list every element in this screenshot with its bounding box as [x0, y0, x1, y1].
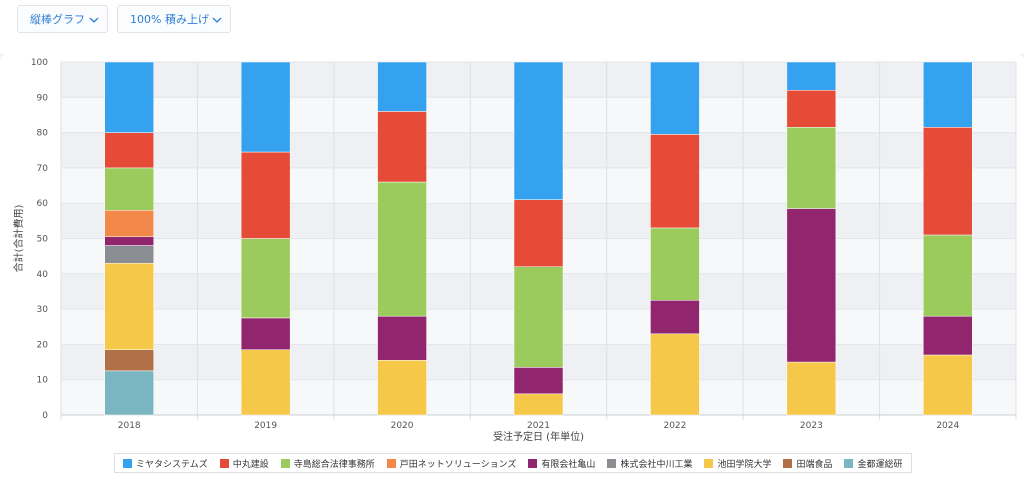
legend-item[interactable]: 株式会社中川工業 — [607, 457, 692, 470]
x-tick-label: 2022 — [663, 421, 686, 431]
bar-segment[interactable] — [923, 61, 973, 128]
legend-item[interactable]: 戸田ネットソリューションズ — [386, 457, 517, 470]
bar-segment[interactable] — [104, 245, 154, 264]
bar-segment[interactable] — [786, 361, 837, 416]
bar-segment[interactable] — [650, 227, 700, 301]
legend-swatch — [704, 458, 714, 468]
bar-segment[interactable] — [104, 370, 154, 416]
y-axis-title: 合計(合計費用) — [12, 205, 25, 273]
legend-item[interactable]: 田端食品 — [783, 457, 832, 470]
bar-segment[interactable] — [104, 132, 154, 169]
x-tick-label: 2020 — [391, 421, 414, 431]
bar-segment[interactable] — [786, 89, 837, 128]
legend-swatch — [219, 458, 229, 468]
toolbar: 縦棒グラフ 100% 積み上げ — [0, 0, 1024, 54]
legend-item[interactable]: 金都運総研 — [844, 457, 903, 470]
legend-item[interactable]: 中丸建設 — [219, 457, 269, 470]
legend-item[interactable]: 池田学院大学 — [704, 457, 771, 470]
y-tick-label: 0 — [42, 411, 48, 421]
legend-label: 中丸建設 — [232, 459, 269, 470]
x-tick-label: 2024 — [936, 421, 959, 431]
bar-segment[interactable] — [104, 61, 154, 133]
bar-segment[interactable] — [650, 300, 700, 335]
stack-mode-label: 100% 積み上げ — [130, 13, 209, 26]
bar-segment[interactable] — [240, 317, 291, 350]
x-tick-label: 2021 — [527, 421, 550, 431]
y-tick-label: 100 — [31, 58, 48, 68]
bar-segment[interactable] — [104, 236, 154, 246]
chevron-down-icon — [89, 6, 99, 34]
x-axis-title: 受注予定日 (年単位) — [493, 430, 584, 443]
legend-swatch — [528, 458, 538, 468]
bar-segment[interactable] — [240, 238, 291, 319]
x-tick-label: 2023 — [800, 421, 823, 431]
chart-type-label: 縦棒グラフ — [30, 13, 85, 26]
bar-segment[interactable] — [240, 349, 291, 416]
legend-swatch — [783, 458, 793, 468]
legend-label: ミヤタシステムズ — [136, 459, 208, 470]
bar-segment[interactable] — [923, 234, 973, 317]
chevron-down-icon — [212, 6, 222, 34]
legend-label: 田端食品 — [796, 459, 833, 470]
y-tick-label: 90 — [37, 93, 49, 103]
bar-segment[interactable] — [923, 354, 973, 416]
legend-swatch — [844, 458, 854, 468]
bar-segment[interactable] — [377, 181, 427, 317]
legend-item[interactable]: ミヤタシステムズ — [123, 457, 208, 470]
legend-swatch — [280, 458, 290, 468]
bar-segment[interactable] — [513, 199, 564, 267]
bar-segment[interactable] — [104, 349, 154, 372]
bar-segment[interactable] — [104, 262, 154, 350]
bar-segment[interactable] — [923, 315, 973, 356]
y-tick-label: 70 — [37, 164, 49, 174]
y-tick-label: 10 — [37, 376, 49, 386]
bar-segment[interactable] — [786, 61, 837, 91]
bar-segment[interactable] — [377, 61, 427, 112]
bar-segment[interactable] — [650, 333, 700, 416]
legend-item[interactable]: 有限会社亀山 — [528, 457, 595, 470]
y-tick-label: 40 — [37, 270, 49, 280]
bar-segment[interactable] — [377, 360, 427, 416]
y-tick-label: 50 — [37, 235, 49, 245]
legend-swatch — [123, 458, 132, 468]
bar-segment[interactable] — [240, 151, 291, 239]
stack-mode-dropdown[interactable]: 100% 積み上げ — [117, 5, 231, 33]
y-tick-label: 30 — [37, 305, 49, 315]
bar-segment[interactable] — [786, 208, 837, 363]
chart-legend: ミヤタシステムズ 中丸建設 寺島総合法律事務所 戸田ネットソリューションズ 有限会社亀山… — [114, 453, 912, 473]
bar-segment[interactable] — [104, 210, 154, 237]
legend-label: 戸田ネットソリューションズ — [399, 459, 517, 470]
chart-type-dropdown[interactable]: 縦棒グラフ — [17, 5, 108, 33]
legend-swatch — [607, 458, 617, 468]
x-tick-label: 2019 — [254, 421, 277, 431]
y-tick-label: 80 — [37, 129, 49, 139]
bar-segment[interactable] — [513, 367, 564, 395]
bar-segment[interactable] — [923, 127, 973, 236]
y-tick-label: 20 — [37, 340, 49, 350]
bar-segment[interactable] — [786, 127, 837, 209]
bar-segment[interactable] — [513, 393, 564, 416]
bar-segment[interactable] — [377, 111, 427, 183]
legend-label: 池田学院大学 — [717, 459, 772, 470]
x-tick-label: 2018 — [118, 421, 141, 431]
y-tick-label: 60 — [37, 199, 49, 209]
bar-segment[interactable] — [513, 266, 564, 368]
legend-label: 金都運総研 — [857, 459, 903, 470]
bar-segment[interactable] — [104, 167, 154, 211]
legend-swatch — [386, 458, 396, 468]
legend-item[interactable]: 寺島総合法律事務所 — [280, 457, 375, 470]
legend-label: 寺島総合法律事務所 — [293, 459, 375, 470]
bar-segment[interactable] — [650, 61, 700, 135]
bar-segment[interactable] — [377, 315, 427, 361]
bar-segment[interactable] — [650, 134, 700, 229]
bar-segment[interactable] — [240, 61, 291, 153]
legend-label: 有限会社亀山 — [541, 459, 596, 470]
bar-segment[interactable] — [513, 61, 564, 200]
legend-label: 株式会社中川工業 — [620, 459, 693, 470]
